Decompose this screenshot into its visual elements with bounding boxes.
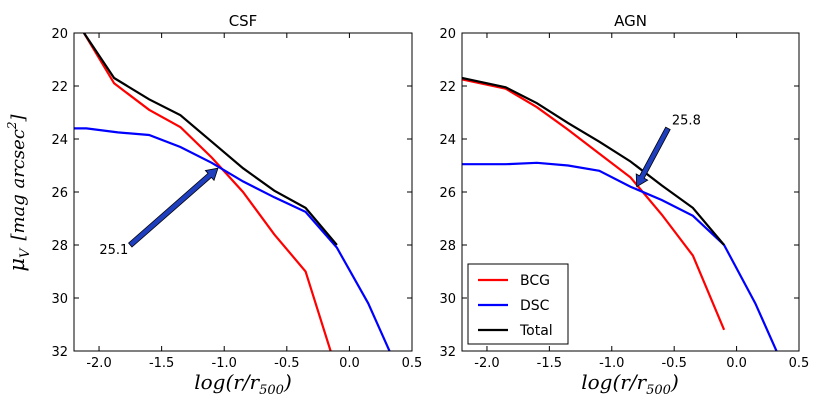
y-tick-label-agn: 24 — [439, 133, 456, 148]
legend-label-bcg: BCG — [520, 273, 550, 289]
x-tick-label-csf: -2.0 — [86, 356, 111, 371]
y-tick-label-csf: 22 — [51, 80, 68, 95]
y-tick-label-agn: 22 — [439, 80, 456, 95]
svg-text:μV[mag arcsec2]: μV[mag arcsec2] — [5, 113, 33, 271]
x-axis-label-right: log(r/r500) — [581, 370, 679, 398]
series-group-csf — [74, 33, 391, 351]
y-tick-label-csf: 20 — [51, 27, 68, 42]
x-tick-label-csf: -1.5 — [149, 356, 174, 371]
x-tick-label-agn: -1.5 — [537, 356, 562, 371]
legend: BCG DSC Total — [467, 263, 569, 345]
y-tick-label-csf: 30 — [51, 292, 68, 307]
annotation-arrow-agn — [635, 126, 671, 188]
y-tick-label-agn: 28 — [439, 239, 456, 254]
y-tick-label-csf: 32 — [51, 345, 68, 360]
panel-title-agn: AGN — [614, 12, 647, 30]
x-tick-label-agn: -0.5 — [661, 356, 686, 371]
series-line-dsc-csf — [74, 127, 391, 351]
x-tick-label-csf: -0.5 — [274, 356, 299, 371]
y-tick-label-agn: 26 — [439, 186, 456, 201]
y-tick-label-csf: 24 — [51, 133, 68, 148]
x-axis-label-left: log(r/r500) — [194, 370, 292, 398]
series-group-agn — [462, 76, 778, 351]
y-tick-label-agn: 32 — [439, 345, 456, 360]
y-tick-label-csf: 28 — [51, 239, 68, 254]
x-tick-label-agn: -2.0 — [474, 356, 499, 371]
legend-label-total: Total — [519, 323, 553, 339]
x-tick-label-csf: 0.0 — [339, 356, 360, 371]
series-line-bcg-csf — [83, 33, 332, 351]
panel-title-csf: CSF — [229, 12, 258, 30]
y-tick-label-agn: 20 — [439, 27, 456, 42]
legend-label-dsc: DSC — [520, 298, 550, 314]
annotation-label-csf: 25.1 — [99, 243, 128, 258]
series-line-total-csf — [83, 33, 338, 246]
y-axis-label: μV[mag arcsec2] — [5, 113, 33, 271]
series-line-total-agn — [462, 76, 725, 246]
x-tick-label-csf: -1.0 — [212, 356, 237, 371]
x-tick-label-agn: -1.0 — [599, 356, 624, 371]
series-line-bcg-agn — [462, 78, 726, 331]
x-tick-label-csf: 0.5 — [402, 356, 423, 371]
panel-csf: 25.1 -2.0 -1.5 -1.0 -0.5 0.0 0.5 20 22 24 26 28 30 32… — [51, 12, 422, 371]
y-tick-label-agn: 30 — [439, 292, 456, 307]
series-line-dsc-agn — [462, 161, 778, 351]
x-tick-label-agn: 0.5 — [789, 356, 810, 371]
y-tick-label-csf: 26 — [51, 186, 68, 201]
annotation-label-agn: 25.8 — [672, 113, 701, 128]
annotation-arrow-csf — [128, 167, 219, 248]
x-tick-label-agn: 0.0 — [726, 356, 747, 371]
